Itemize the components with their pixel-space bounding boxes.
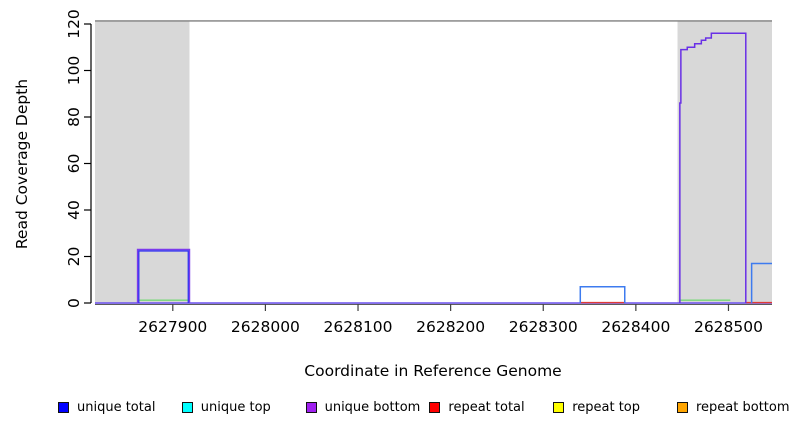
x-tick-label: 2627900	[138, 318, 207, 336]
shaded-region	[677, 20, 772, 303]
legend-label: unique bottom	[324, 399, 421, 415]
legend-item: repeat top	[553, 399, 640, 415]
y-tick-label: 60	[65, 154, 83, 174]
series-unique-total-box1	[138, 250, 189, 303]
y-axis-title: Read Coverage Depth	[13, 78, 31, 250]
x-axis-title: Coordinate in Reference Genome	[304, 362, 562, 380]
legend-item: unique total	[58, 399, 155, 415]
x-tick-label: 2628000	[231, 318, 300, 336]
y-tick-label: 20	[65, 247, 83, 267]
legend-item: repeat total	[429, 399, 525, 415]
legend-label: repeat top	[572, 399, 640, 415]
series-unique-bottom-peak	[679, 32, 747, 303]
legend-swatch-unique-top	[181, 401, 193, 413]
series-unique-bottom-box1	[136, 248, 191, 303]
legend-swatch-repeat-total	[429, 401, 441, 413]
legend-label: unique top	[200, 399, 271, 415]
legend-swatch-unique-total	[58, 401, 69, 413]
y-tick-label: 0	[65, 298, 83, 308]
legend-swatch-repeat-bottom	[677, 401, 688, 413]
x-tick-label: 2628500	[694, 318, 763, 336]
legend-item: unique bottom	[305, 399, 421, 415]
legend-label: repeat total	[448, 399, 525, 415]
y-tick-label: 40	[65, 200, 83, 220]
x-tick-label: 2628200	[416, 318, 485, 336]
legend-label: repeat bottom	[696, 399, 790, 415]
y-tick-label: 80	[65, 107, 83, 127]
legend-item: unique top	[181, 399, 271, 415]
y-tick-label: 120	[65, 9, 83, 39]
y-tick-label: 100	[65, 56, 83, 86]
x-tick-label: 2628100	[324, 318, 393, 336]
series-unique-total-box4	[750, 262, 772, 303]
series-unique-total-box2	[579, 285, 626, 303]
x-tick-label: 2628400	[601, 318, 670, 336]
legend-label: unique total	[77, 399, 156, 415]
shaded-region	[95, 20, 190, 303]
legend: unique total unique top unique bottom repea…	[0, 399, 792, 419]
legend-swatch-repeat-top	[553, 401, 565, 413]
legend-swatch-unique-bottom	[305, 401, 317, 413]
legend-item: repeat bottom	[677, 399, 790, 415]
x-tick-label: 2628300	[509, 318, 578, 336]
